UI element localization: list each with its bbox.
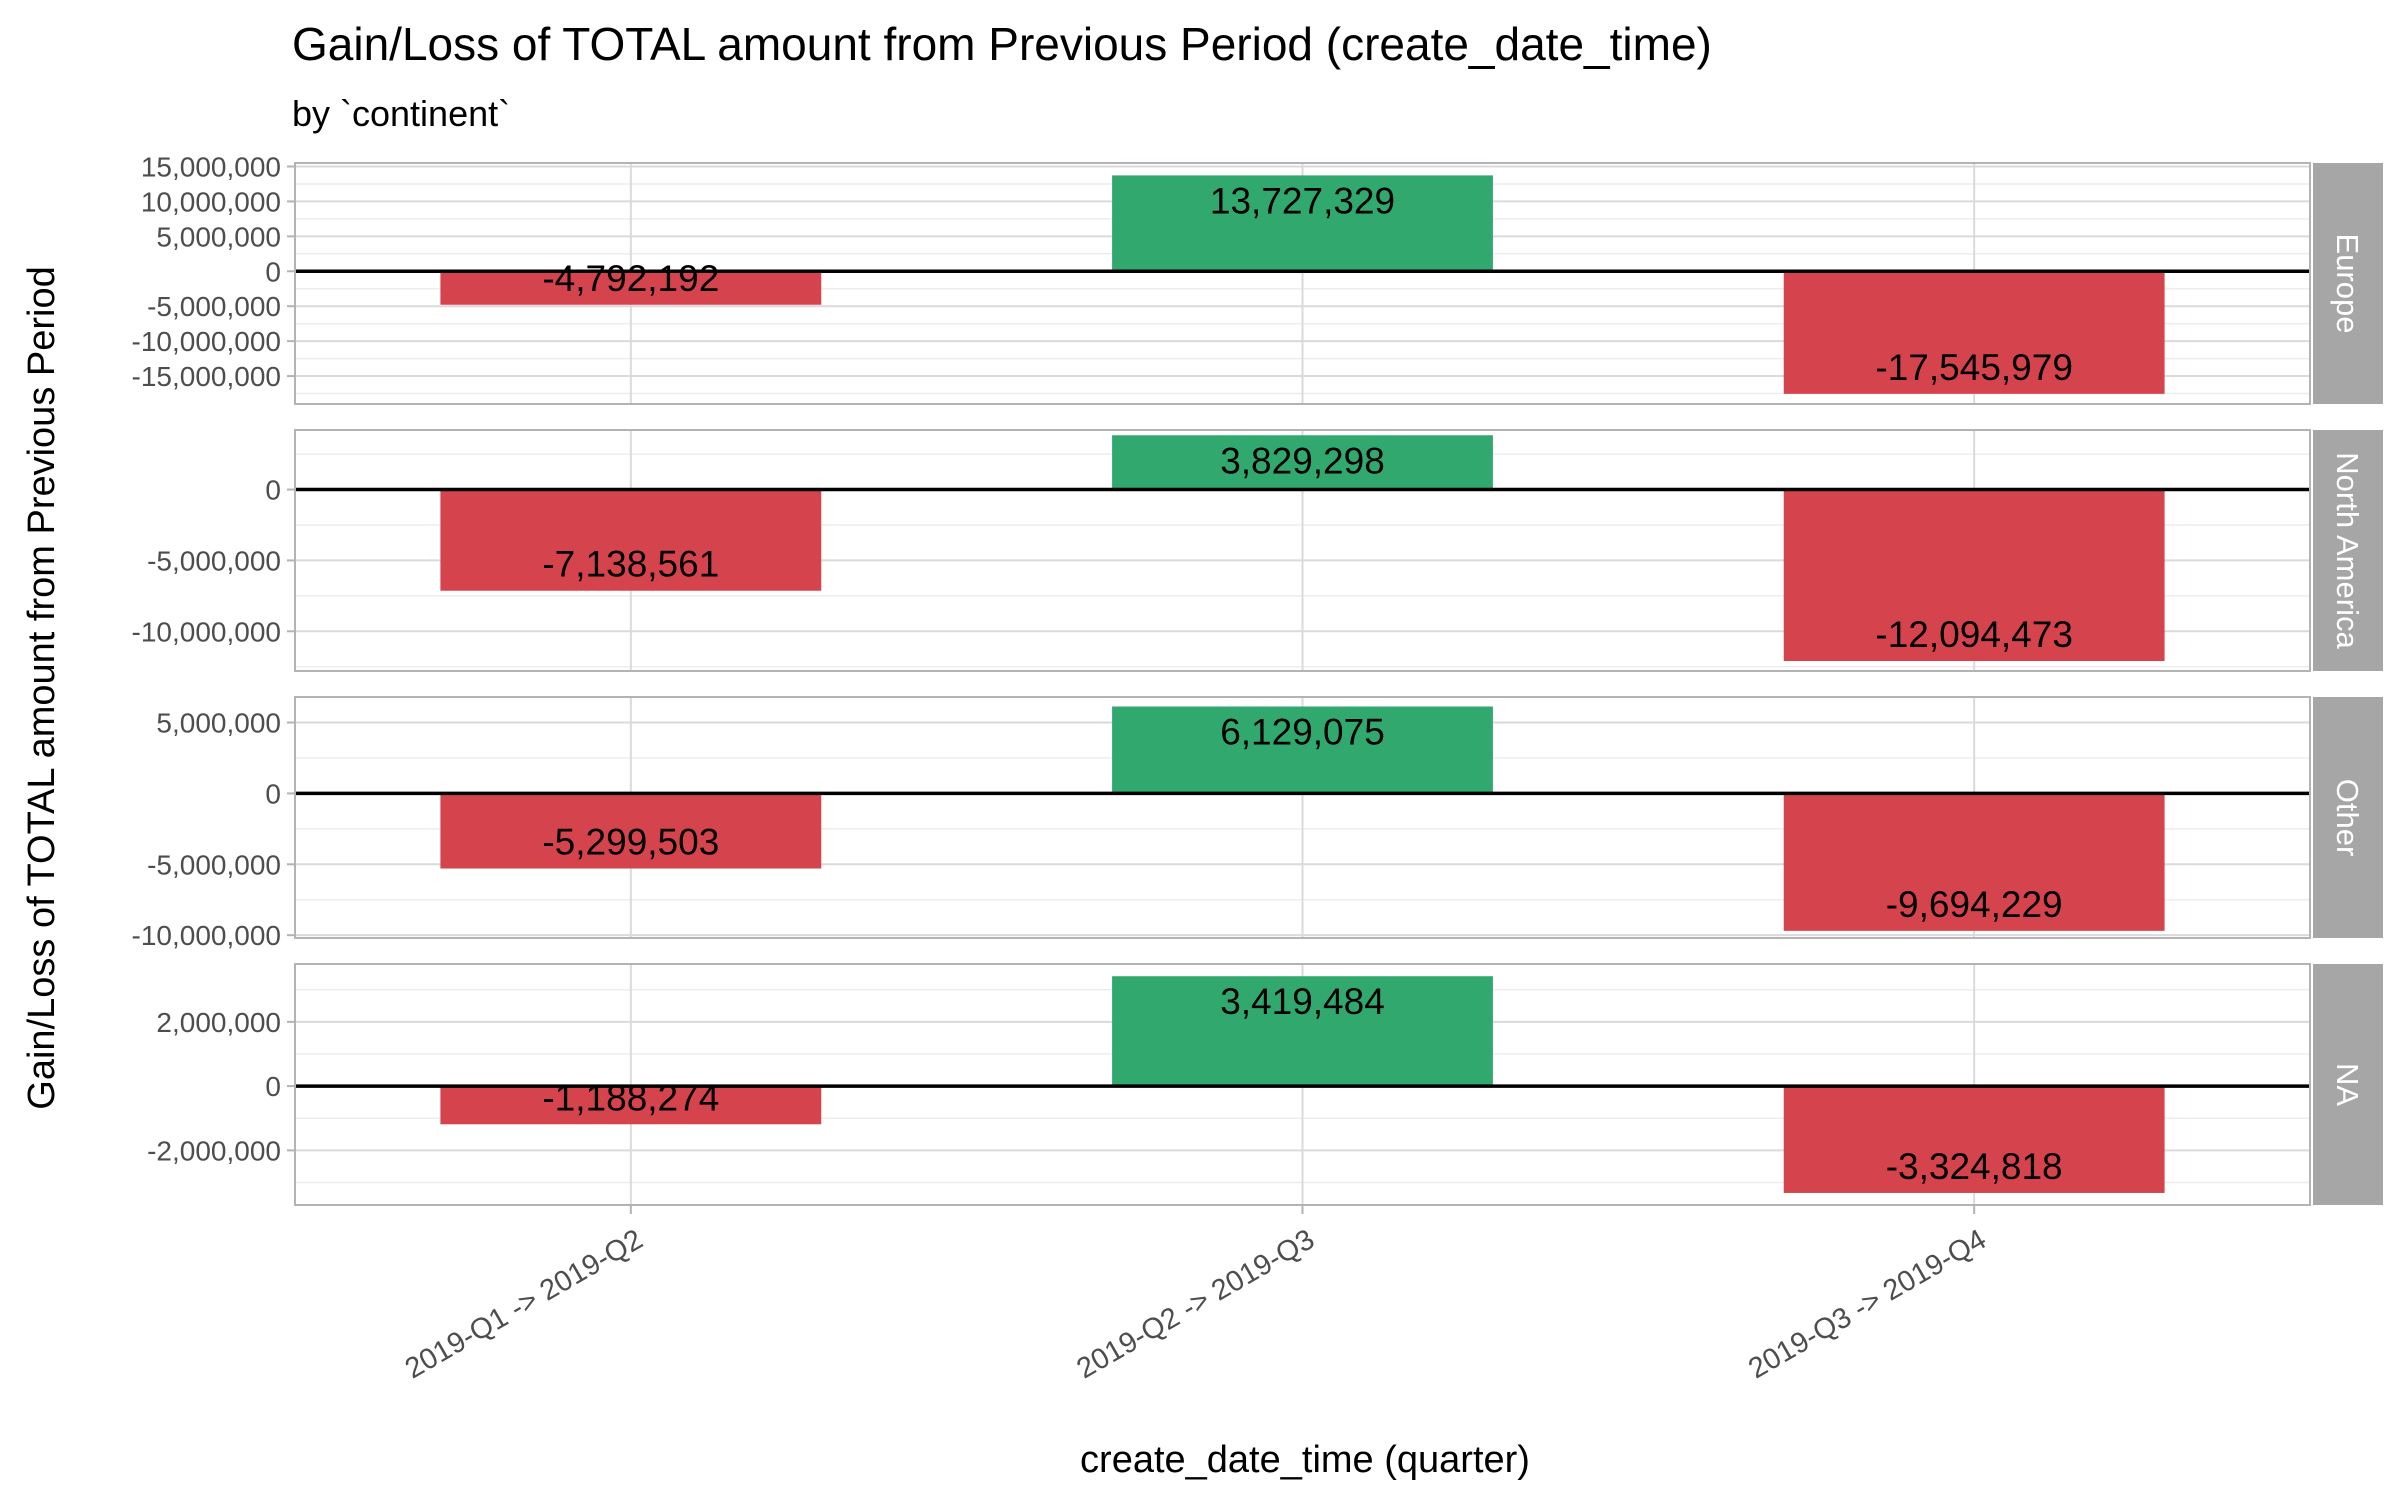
bar-label-0: -5,299,503 [542,822,719,863]
y-tick-label: 2,000,000 [156,1007,281,1038]
panel-border [294,429,2311,672]
y-tick-label: -10,000,000 [132,920,281,951]
panel-border [294,162,2311,405]
bar-label-2: -12,094,473 [1875,614,2073,655]
chart-title: Gain/Loss of TOTAL amount from Previous … [292,18,1712,70]
y-axis-title: Gain/Loss of TOTAL amount from Previous … [21,266,63,1109]
facet-strip [2313,163,2383,404]
bar-2 [1783,1086,2165,1193]
y-tick-label: 0 [265,256,281,287]
panel-content [295,964,2310,1205]
bar-0 [440,489,822,591]
facet-strip-label: Other [2330,779,2365,857]
bar-2 [1783,271,2165,394]
bar-label-0: -7,138,561 [542,544,719,585]
bar-2 [1783,793,2165,931]
facet-strip [2313,430,2383,671]
facet-panel-2: -5,299,503 6,129,075 -9,694,229 -10,000,000… [132,696,2383,951]
bar-label-2: -3,324,818 [1886,1146,2063,1187]
bar-1 [1112,976,1493,1087]
facet-strip-label: Europe [2330,234,2365,334]
facet-strip-label: North America [2330,452,2365,649]
bar-label-1: 6,129,075 [1220,712,1385,753]
facet-strip [2313,964,2383,1205]
bar-label-2: -9,694,229 [1886,884,2063,925]
y-tick-label: 0 [265,475,281,506]
bar-label-1: 13,727,329 [1210,180,1395,221]
facet-panels: -4,792,192 13,727,329 -17,545,979 -15,000,0… [132,151,2383,1206]
bar-0 [440,793,822,869]
bar-label-0: -1,188,274 [542,1077,719,1118]
y-tick-label: -2,000,000 [147,1135,281,1166]
y-tick-label: 0 [265,1071,281,1102]
bar-0 [440,271,822,305]
bar-label-2: -17,545,979 [1875,347,2073,388]
y-tick-label: 15,000,000 [141,151,281,182]
x-tick-label: 2019-Q3 -> 2019-Q4 [1743,1223,1991,1385]
bar-label-1: 3,419,484 [1220,981,1385,1022]
bar-2 [1783,489,2165,661]
y-tick-label: -5,000,000 [147,291,281,322]
bar-label-0: -4,792,192 [542,258,719,299]
facet-strip-label: NA [2330,1063,2365,1106]
bar-1 [1112,435,1493,490]
bar-label-1: 3,829,298 [1220,440,1385,481]
panel-border [294,696,2311,939]
facet-strip [2313,697,2383,938]
y-tick-label: 10,000,000 [141,186,281,217]
y-tick-label: -5,000,000 [147,545,281,576]
x-tick-label: 2019-Q1 -> 2019-Q2 [400,1223,648,1385]
bar-1 [1112,706,1493,794]
panel-content [295,163,2310,404]
facet-panel-1: -7,138,561 3,829,298 -12,094,473 -10,000,00… [132,429,2383,672]
chart-subtitle: by `continent` [292,93,510,134]
panel-content [295,697,2310,938]
y-tick-label: -15,000,000 [132,361,281,392]
x-tick-label: 2019-Q2 -> 2019-Q3 [1072,1223,1320,1385]
y-tick-label: -5,000,000 [147,849,281,880]
bar-1 [1112,175,1493,272]
x-axis-title: create_date_time (quarter) [1080,1439,1530,1481]
y-tick-label: 5,000,000 [156,708,281,739]
x-axis-ticks: 2019-Q1 -> 2019-Q2 2019-Q2 -> 2019-Q3 2019… [400,1205,1992,1385]
y-tick-label: 5,000,000 [156,221,281,252]
y-tick-label: -10,000,000 [132,326,281,357]
y-tick-label: 0 [265,778,281,809]
facet-panel-0: -4,792,192 13,727,329 -17,545,979 -15,000,0… [132,151,2383,405]
bar-0 [440,1086,822,1125]
facet-panel-3: -1,188,274 3,419,484 -3,324,818 -2,000,000 0… [147,963,2383,1206]
y-tick-label: -10,000,000 [132,616,281,647]
